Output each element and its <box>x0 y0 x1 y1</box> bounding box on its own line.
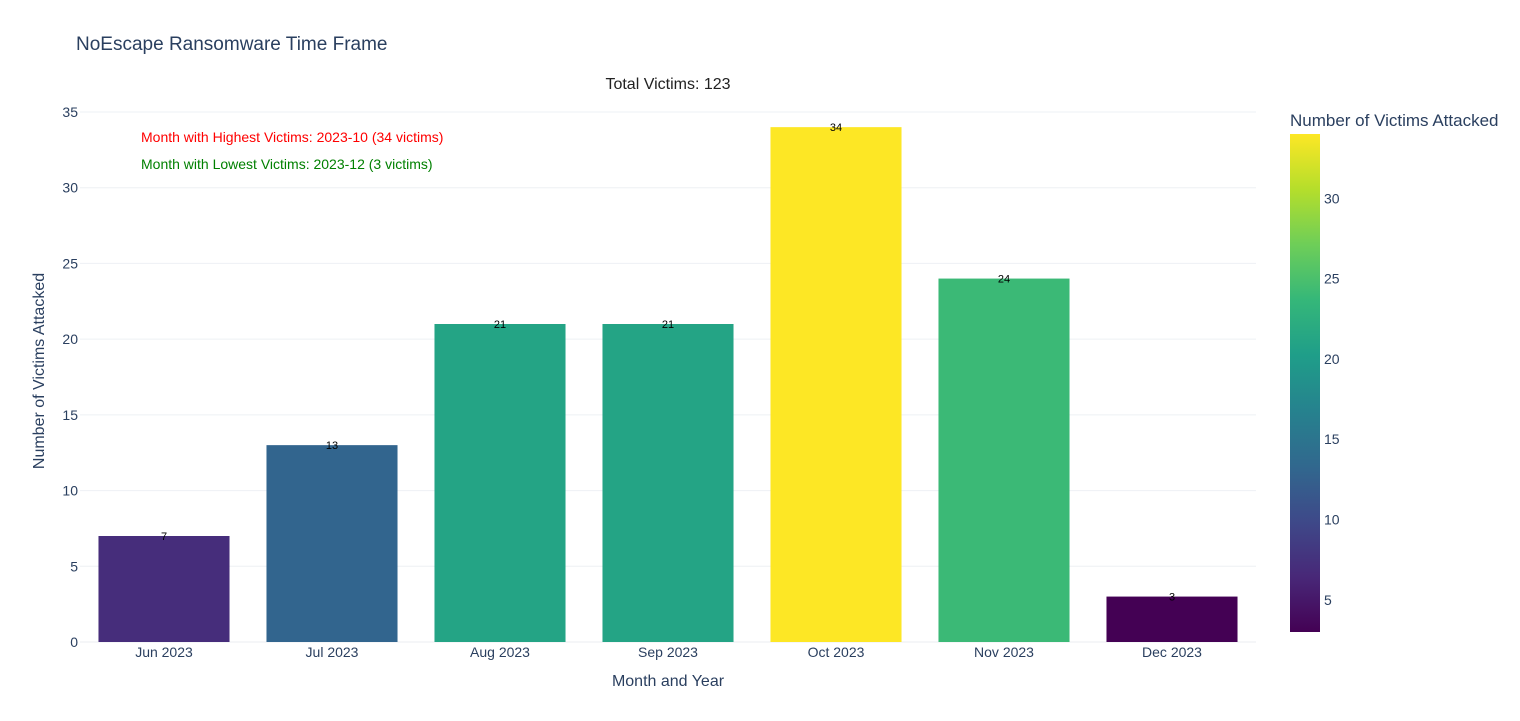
x-tick-label: Dec 2023 <box>1142 644 1202 660</box>
colorbar-ticks: 5 10 15 20 25 30 <box>1324 190 1340 608</box>
y-tick-label: 25 <box>62 255 78 271</box>
colorbar-tick-label: 20 <box>1324 351 1340 367</box>
bar <box>602 324 734 642</box>
bar <box>938 278 1070 642</box>
bar-value-label: 24 <box>998 274 1010 286</box>
y-tick-label: 30 <box>62 180 78 196</box>
y-tick-label: 20 <box>62 331 78 347</box>
annotation-highest: Month with Highest Victims: 2023-10 (34 … <box>141 129 443 145</box>
bar-value-label: 34 <box>830 122 842 134</box>
bar-value-label: 13 <box>326 440 338 452</box>
x-tick-label: Oct 2023 <box>808 644 865 660</box>
bar <box>98 536 230 642</box>
y-axis-ticks: 0 5 10 15 20 25 30 35 <box>62 104 78 650</box>
bars <box>98 127 1238 642</box>
bar <box>770 127 902 642</box>
colorbar-tick-label: 10 <box>1324 512 1340 528</box>
bar-value-label: 21 <box>494 319 506 331</box>
bar-value-label: 21 <box>662 319 674 331</box>
x-tick-label: Aug 2023 <box>470 644 530 660</box>
colorbar-tick-label: 5 <box>1324 592 1332 608</box>
x-tick-label: Jul 2023 <box>306 644 359 660</box>
colorbar-tick-label: 30 <box>1324 190 1340 206</box>
x-tick-label: Jun 2023 <box>135 644 193 660</box>
bar <box>434 324 566 642</box>
y-tick-label: 15 <box>62 407 78 423</box>
colorbar-tick-label: 25 <box>1324 271 1340 287</box>
colorbar-tick-label: 15 <box>1324 431 1340 447</box>
chart-subtitle: Total Victims: 123 <box>605 76 730 93</box>
bar-value-label: 3 <box>1169 592 1175 604</box>
colorbar-title: Number of Victims Attacked <box>1290 111 1499 130</box>
y-tick-label: 10 <box>62 483 78 499</box>
colorbar <box>1290 134 1320 632</box>
bar-value-label: 7 <box>161 531 167 543</box>
x-axis-ticks: Jun 2023 Jul 2023 Aug 2023 Sep 2023 Oct 2023… <box>135 644 1202 660</box>
y-tick-label: 5 <box>70 558 78 574</box>
y-tick-label: 0 <box>70 634 78 650</box>
x-tick-label: Nov 2023 <box>974 644 1034 660</box>
annotation-lowest: Month with Lowest Victims: 2023-12 (3 vi… <box>141 156 433 172</box>
chart-title: NoEscape Ransomware Time Frame <box>76 34 388 55</box>
bar <box>1106 596 1238 642</box>
y-axis-title: Number of Victims Attacked <box>31 273 48 469</box>
x-tick-label: Sep 2023 <box>638 644 698 660</box>
bar-labels: 7 13 21 21 34 24 3 <box>161 122 1175 603</box>
y-tick-label: 35 <box>62 104 78 120</box>
x-axis-title: Month and Year <box>612 673 725 690</box>
bar <box>266 445 398 642</box>
